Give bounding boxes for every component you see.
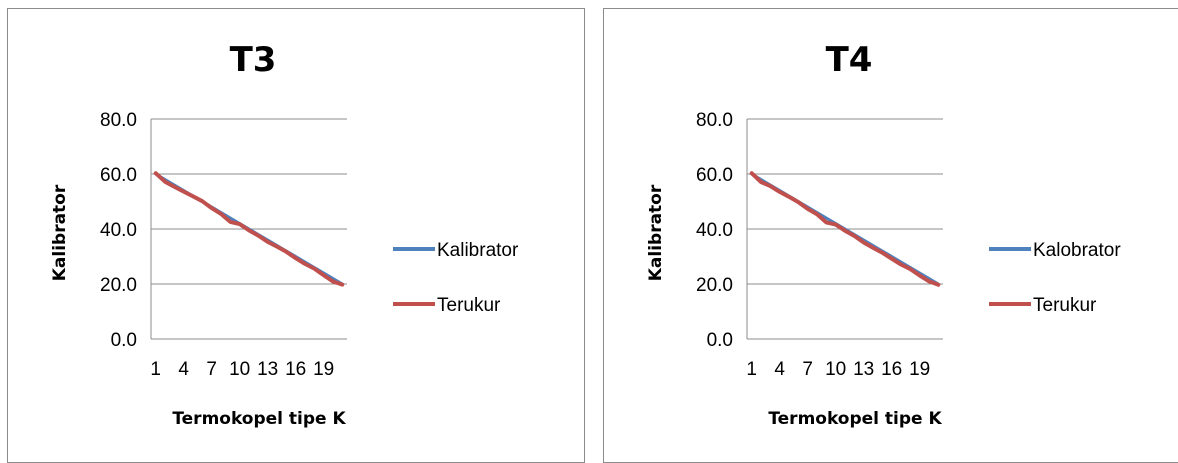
data-point [825,221,828,224]
chart-t4: T4 0.0 20.0 40.0 60.0 80.0 1 4 7 10 13 16 19 Termokop… [646,40,1121,429]
x-tick-label: 13 [853,359,874,380]
data-point [201,200,204,202]
y-tick-label: 20.0 [100,275,137,296]
data-point [750,172,753,174]
data-point [313,267,316,270]
data-point [266,241,269,243]
data-point [788,196,790,198]
x-tick-label: 1 [150,359,161,380]
x-tick-label: 4 [774,359,785,380]
data-point [341,283,344,286]
data-point [304,263,306,265]
data-point [853,235,856,237]
data-point [238,223,241,225]
data-point [248,229,250,232]
y-tick-label: 0.0 [111,330,137,351]
chart-title: T4 [826,40,873,80]
data-point [173,185,176,188]
x-tick-label: 10 [825,359,846,380]
data-point [844,229,846,232]
data-point [928,280,930,283]
chart-panel-t3: T3 0.0 20.0 40.0 60.0 80.0 1 4 7 10 13 16 19 Termokop… [7,8,585,463]
data-point [154,172,157,174]
x-tick-label: 19 [313,359,334,380]
y-tick-label: 40.0 [696,220,733,241]
data-point [229,217,232,219]
data-point [872,246,874,249]
data-point [182,190,185,193]
x-tick-label: 7 [802,359,813,380]
y-tick-label: 0.0 [707,330,733,351]
chart-title: T3 [230,40,277,80]
data-point [816,213,818,215]
x-axis-title: Termokopel tipe K [768,409,942,429]
x-tick-label: 13 [257,359,278,380]
x-tick-label: 16 [285,359,306,380]
chart-t3: T3 0.0 20.0 40.0 60.0 80.0 1 4 7 10 13 16 19 Termokop… [50,40,519,429]
chart-panel-t4: T4 0.0 20.0 40.0 60.0 80.0 1 4 7 10 13 16 19 Termokop… [603,8,1178,463]
legend-label: Kalobrator [1033,240,1121,261]
data-point [210,207,213,209]
y-axis-title: Kalibrator [646,184,666,281]
data-point [881,251,884,254]
data-point [862,241,865,244]
data-point [937,284,940,286]
data-point [322,274,325,277]
x-tick-label: 4 [178,359,189,380]
data-point [164,180,166,183]
legend-label: Kalibrator [437,240,519,261]
y-tick-label: 80.0 [100,110,137,131]
data-point [834,223,837,226]
data-point [806,208,809,210]
x-tick-label: 1 [746,359,757,380]
data-point [797,201,800,203]
x-tick-label: 16 [881,359,902,380]
y-tick-label: 20.0 [696,275,733,296]
x-axis-title: Termokopel tipe K [172,409,346,429]
data-point [332,280,334,283]
y-tick-label: 80.0 [696,110,733,131]
x-tick-label: 19 [909,359,930,380]
data-point [285,251,288,253]
data-point [909,268,912,270]
data-point [760,181,762,183]
data-point [192,195,194,198]
data-point [778,191,781,193]
y-tick-label: 60.0 [696,165,733,186]
y-axis-title: Kalibrator [50,184,70,281]
data-point [294,257,297,259]
legend-label: Terukur [1033,295,1097,316]
data-point [229,221,232,223]
data-point [890,257,893,260]
data-point [276,245,278,248]
x-tick-label: 10 [229,359,250,380]
y-tick-label: 60.0 [100,165,137,186]
data-point [769,185,772,187]
data-point [918,274,921,277]
data-point [257,234,260,237]
data-point [900,263,902,266]
legend-label: Terukur [437,295,501,316]
data-point [220,213,222,215]
y-tick-label: 40.0 [100,220,137,241]
data-point [825,217,828,219]
x-tick-label: 7 [206,359,217,380]
